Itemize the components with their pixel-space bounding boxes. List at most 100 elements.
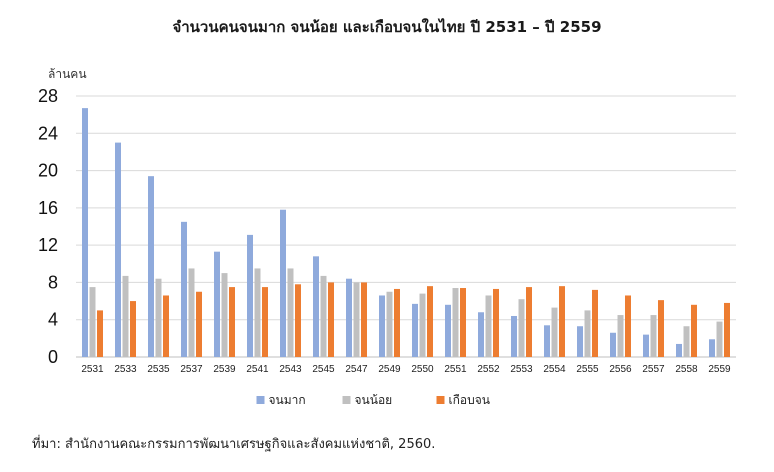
bar [452,288,459,357]
bars [82,108,730,357]
bar [115,142,121,357]
x-tick-label: 2533 [114,364,137,375]
x-tick-label: 2547 [345,364,368,375]
bar [155,278,162,357]
x-tick-label: 2556 [609,364,632,375]
y-tick-label: 8 [48,272,58,292]
bar [130,301,136,357]
bar [658,300,664,357]
bar [328,282,334,357]
bar [445,304,451,357]
y-tick-label: 24 [38,123,58,143]
legend-swatch [256,396,265,404]
bar [584,310,591,357]
bar [724,302,730,357]
bar [427,286,433,357]
bar [460,288,466,357]
x-tick-label: 2543 [279,364,302,375]
y-tick-label: 16 [38,198,58,218]
bar [518,299,525,357]
y-axis-ticks: 0 4 8 12 16 20 24 28 [38,86,58,367]
bar [196,291,202,357]
bar [493,288,499,357]
bar [412,303,418,357]
bar [214,251,220,357]
y-tick-label: 0 [48,347,58,367]
bar [617,315,624,357]
bar [625,295,631,357]
x-tick-label: 2558 [675,364,698,375]
bar [478,312,484,357]
bar [394,288,400,357]
bar [361,282,367,357]
bar [610,332,616,357]
legend-label: จนมาก [269,393,306,407]
legend: จนมาก จนน้อย เกือบจน [256,393,490,407]
bar [419,293,426,357]
bar [544,325,550,357]
bar [683,326,690,357]
bar [353,282,360,357]
x-tick-label: 2537 [180,364,203,375]
x-tick-label: 2549 [378,364,401,375]
bar [287,268,294,357]
bar [262,287,268,357]
bar [163,295,169,357]
bar [229,287,235,357]
bar [386,291,393,357]
bar [221,273,228,357]
y-tick-label: 28 [38,86,58,106]
bar [577,326,583,357]
bar [295,284,301,357]
bar [511,315,517,357]
chart-title: จำนวนคนจนมาก จนน้อย และเกือบจนในไทย ปี 2… [172,17,601,36]
legend-swatch [342,396,351,404]
gridlines [76,95,736,358]
bar [485,295,492,357]
bar [313,256,319,357]
y-tick-label: 4 [48,310,58,330]
x-tick-label: 2550 [411,364,434,375]
bar [691,304,697,357]
bar [551,307,558,357]
x-tick-label: 2557 [642,364,665,375]
bar [181,221,187,357]
x-tick-label: 2554 [543,364,566,375]
x-tick-label: 2555 [576,364,599,375]
bar [82,108,88,357]
bar [122,275,129,357]
bar [280,209,286,357]
x-tick-label: 2551 [444,364,467,375]
x-tick-label: 2531 [81,364,104,375]
bar [346,278,352,357]
x-tick-label: 2552 [477,364,500,375]
x-tick-label: 2545 [312,364,335,375]
bar [379,295,385,357]
bar [650,315,657,357]
legend-label: เกือบจน [449,393,490,407]
bar [97,310,103,357]
bar [676,343,682,357]
bar [592,289,598,357]
bar [526,287,532,357]
bar [320,275,327,357]
bar [254,268,261,357]
bar [89,287,96,357]
x-tick-label: 2559 [708,364,731,375]
x-tick-label: 2535 [147,364,170,375]
legend-label: จนน้อย [355,393,393,407]
source-note: ที่มา: สำนักงานคณะกรรมการพัฒนาเศรษฐกิจแล… [32,435,435,452]
x-tick-label: 2553 [510,364,533,375]
x-tick-label: 2541 [246,364,269,375]
bar [716,321,723,357]
x-axis-ticks: 2531 2533 2535 2537 2539 2541 2543 2545 2547 2549… [81,364,731,375]
bar [247,234,253,357]
legend-swatch [436,396,445,404]
x-tick-label: 2539 [213,364,236,375]
bar [709,339,715,357]
y-axis-unit-label: ล้านคน [48,67,87,81]
bar [148,176,154,357]
bar [643,334,649,357]
y-tick-label: 20 [38,161,58,181]
